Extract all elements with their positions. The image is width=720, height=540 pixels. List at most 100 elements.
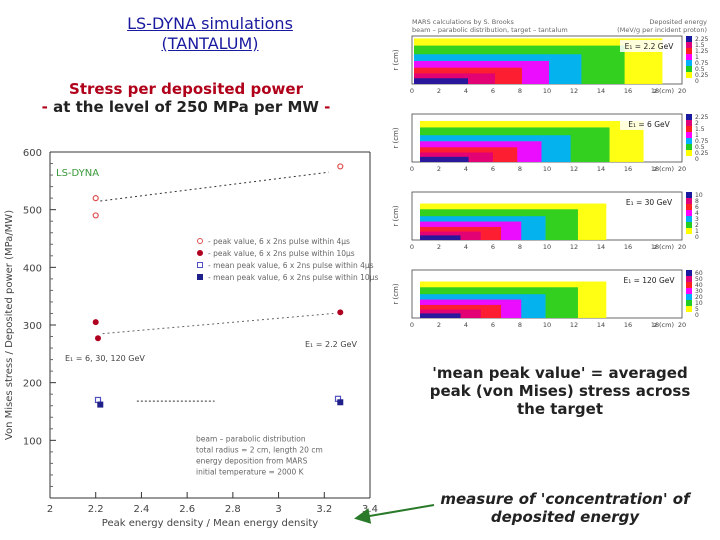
mars-scale-swatch xyxy=(686,216,692,222)
subtitle-line-2: - at the level of 250 MPa per MW - xyxy=(0,98,372,116)
mars-x-label: z (cm) xyxy=(654,87,674,95)
mars-scale-swatch xyxy=(686,210,692,216)
title-line-1: LS-DYNA simulations xyxy=(127,14,293,33)
mars-scale-swatch xyxy=(686,312,692,318)
mars-scale-swatch xyxy=(686,198,692,204)
data-point xyxy=(97,401,104,408)
mars-x-tick: 18 xyxy=(651,243,659,251)
mars-x-tick: 6 xyxy=(491,165,495,173)
mars-x-tick: 14 xyxy=(597,87,605,95)
mars-x-tick: 16 xyxy=(624,165,632,173)
mars-x-tick: 0 xyxy=(410,165,414,173)
mars-scale-swatch xyxy=(686,114,692,120)
mars-scale-swatch xyxy=(686,222,692,228)
mars-scale-label: 8 xyxy=(695,198,699,205)
mars-x-tick: 16 xyxy=(624,87,632,95)
mars-scale-label: 40 xyxy=(695,282,703,289)
mars-x-tick: 4 xyxy=(464,243,468,251)
mars-x-tick: 6 xyxy=(491,321,495,329)
mars-scale-label: 0 xyxy=(695,234,699,241)
mars-panel-y-label: r (cm) xyxy=(392,205,400,227)
code-label: LS-DYNA xyxy=(56,168,99,179)
mars-energy-band xyxy=(420,235,461,240)
mars-x-tick: 8 xyxy=(518,165,522,173)
mars-energy-label: E₁ = 30 GeV xyxy=(626,198,673,207)
mars-scale-swatch xyxy=(686,288,692,294)
mars-x-tick: 0 xyxy=(410,243,414,251)
mars-x-label: z (cm) xyxy=(654,243,674,251)
mars-scale-swatch xyxy=(686,150,692,156)
mars-x-tick: 10 xyxy=(543,87,551,95)
mars-scale-swatch xyxy=(686,234,692,240)
annotation-e1: E₁ = 2.2 GeV xyxy=(305,340,357,349)
mars-scale-label: 0 xyxy=(695,78,699,85)
mars-x-tick: 2 xyxy=(437,243,441,251)
mars-x-tick: 4 xyxy=(464,321,468,329)
mars-x-tick: 2 xyxy=(437,321,441,329)
mars-scale-swatch xyxy=(686,36,692,42)
mars-energy-band xyxy=(420,156,469,162)
legend-label: - peak value, 6 x 2ns pulse within 4µs xyxy=(208,237,350,246)
mars-scale-swatch xyxy=(686,60,692,66)
x-tick-label: 3.4 xyxy=(362,504,378,515)
mars-x-tick: 18 xyxy=(651,165,659,173)
mars-x-tick: 14 xyxy=(597,321,605,329)
mars-energy-box xyxy=(620,274,678,286)
mars-x-tick: 6 xyxy=(491,243,495,251)
x-tick-label: 2 xyxy=(47,504,53,515)
legend-label: - peak value, 6 x 2ns pulse within 10µs xyxy=(208,249,355,258)
subtitle-dash-right: - xyxy=(318,98,331,116)
annotation-e2: E₁ = 6, 30, 120 GeV xyxy=(65,354,145,363)
mars-scale-label: 6 xyxy=(695,204,699,211)
mars-scale-swatch xyxy=(686,72,692,78)
data-point xyxy=(337,163,344,170)
data-point xyxy=(95,335,101,342)
y-tick-label: 500 xyxy=(23,206,42,217)
data-point xyxy=(92,212,99,219)
y-axis-label: Von Mises stress / Deposited power (MPa/… xyxy=(4,210,15,440)
mars-scale-label: 10 xyxy=(695,300,703,307)
mars-scale-label: 60 xyxy=(695,270,703,277)
trend-line-peak xyxy=(100,171,329,202)
data-point xyxy=(337,309,344,316)
legend-marker xyxy=(197,262,203,268)
mars-x-tick: 14 xyxy=(597,165,605,173)
mars-scale-label: 0.5 xyxy=(695,144,705,151)
mars-x-tick: 8 xyxy=(518,321,522,329)
mars-scale-swatch xyxy=(686,120,692,126)
mars-scale-swatch xyxy=(686,282,692,288)
mars-scale-label: 50 xyxy=(695,276,703,283)
mars-energy-band xyxy=(420,313,461,318)
mars-scale-label: 1.25 xyxy=(695,48,709,55)
mars-scale-swatch xyxy=(686,228,692,234)
x-tick-label: 2.8 xyxy=(225,504,241,515)
mars-header-left: MARS calculations by S. Brooks xyxy=(412,18,515,26)
mars-scale-label: 1 xyxy=(695,228,699,235)
mars-energy-box xyxy=(620,118,678,130)
mars-x-tick: 8 xyxy=(518,243,522,251)
mars-header-left-2: beam – parabolic distribution, target – … xyxy=(412,26,568,34)
mars-x-tick: 0 xyxy=(410,87,414,95)
mars-scale-label: 2.25 xyxy=(695,36,709,43)
mars-x-tick: 12 xyxy=(570,243,578,251)
mars-scale-label: 5 xyxy=(695,306,699,313)
mars-x-tick: 0 xyxy=(410,321,414,329)
mars-scale-label: 10 xyxy=(695,192,703,199)
mars-scale-label: 2 xyxy=(695,222,699,229)
annotation-condition: initial temperature = 2000 K xyxy=(196,467,305,476)
mars-panel: r (cm) 0 2 4 6 8 10 12 14 16 18 20 z (cm) E₁ = 120 Ge… xyxy=(392,269,703,329)
mars-panel-y-label: r (cm) xyxy=(392,283,400,305)
mars-x-tick: 10 xyxy=(543,165,551,173)
mars-energy-box xyxy=(620,40,678,52)
mars-x-tick: 2 xyxy=(437,87,441,95)
mars-scale-label: 20 xyxy=(695,294,703,301)
mars-scale-label: 30 xyxy=(695,288,703,295)
mars-scale-label: 0.25 xyxy=(695,150,709,157)
mars-scale-swatch xyxy=(686,144,692,150)
mars-scale-label: 2.25 xyxy=(695,114,709,121)
mars-scale-label: 3 xyxy=(695,216,699,223)
x-tick-label: 3 xyxy=(275,504,281,515)
x-axis-label: Peak energy density / Mean energy densit… xyxy=(102,518,319,528)
x-tick-label: 2.6 xyxy=(179,504,195,515)
